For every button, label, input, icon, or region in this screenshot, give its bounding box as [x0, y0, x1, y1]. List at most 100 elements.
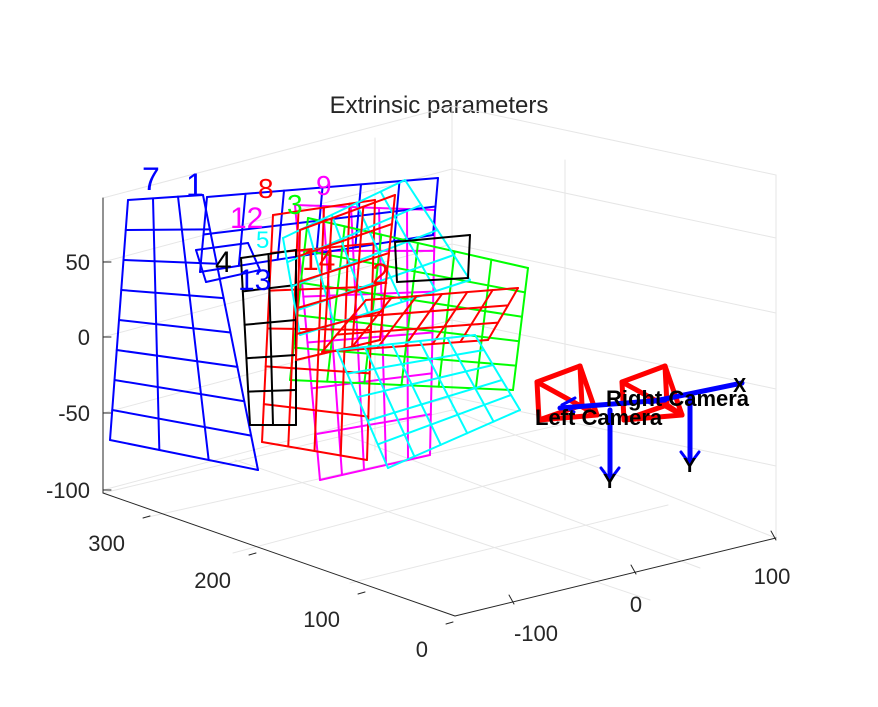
right-camera-x-axis — [647, 380, 745, 405]
left-camera-x-arrow — [560, 403, 576, 414]
board-line — [366, 199, 376, 461]
board-line — [348, 297, 393, 351]
board-line — [336, 334, 476, 351]
board-line — [177, 195, 210, 461]
board-line — [295, 229, 301, 361]
chart-title: Extrinsic parameters — [329, 92, 549, 119]
board-line — [195, 242, 249, 251]
board-line — [363, 233, 383, 385]
board-label-8: 8 — [258, 173, 274, 204]
board-label-7: 7 — [142, 161, 160, 197]
board-line — [237, 192, 247, 267]
board-line — [195, 249, 207, 283]
board-line — [330, 213, 369, 314]
board-label-9: 9 — [316, 170, 332, 201]
board-line — [205, 269, 261, 283]
horizontal-tick-label: 100 — [754, 564, 791, 589]
board-line — [387, 409, 521, 469]
camera-frustum-edge — [534, 379, 542, 423]
grid-line — [451, 105, 777, 176]
right-camera-y-arrow — [688, 450, 701, 466]
board-13 — [195, 242, 261, 283]
board-label-2: 2 — [372, 258, 389, 291]
board-line — [431, 291, 469, 345]
board-line — [355, 202, 403, 303]
horizontal-tick — [508, 594, 515, 605]
horizontal-tick-label: 0 — [630, 592, 642, 617]
horizontal-tick — [770, 530, 777, 541]
board-line — [351, 205, 365, 348]
board-label-13: 13 — [238, 264, 271, 297]
board-7 — [109, 194, 259, 471]
grid-line — [102, 105, 453, 199]
left-camera-x-arrow — [560, 396, 577, 407]
board-line — [404, 293, 443, 347]
board-line — [120, 289, 225, 300]
grid-line — [102, 409, 453, 494]
board-line — [467, 234, 471, 279]
board-line — [404, 179, 471, 281]
board-line — [356, 364, 494, 399]
camera-axes — [557, 380, 745, 482]
board-line — [400, 242, 419, 386]
board-line — [113, 379, 246, 403]
grid-line — [339, 432, 701, 569]
board-line — [127, 194, 204, 201]
board-line — [152, 197, 161, 451]
board-label-12: 12 — [230, 202, 263, 235]
board-label-5: 5 — [256, 227, 269, 254]
board-line — [202, 194, 259, 471]
board-2 — [321, 287, 519, 353]
board-4-front — [394, 234, 471, 283]
axis-letter-y-left: Y — [603, 471, 617, 493]
left-camera-y-arrow — [599, 466, 612, 482]
board-line — [118, 319, 232, 334]
board-line — [336, 349, 389, 469]
board-label-4: 4 — [215, 246, 232, 279]
board-line — [267, 253, 274, 426]
board-line — [437, 250, 456, 388]
board-line — [350, 206, 365, 471]
vertical-tick-label: 50 — [66, 250, 90, 275]
left-camera-label: Left Camera — [535, 405, 663, 430]
horizontal-axis-line — [454, 537, 777, 617]
camera-frustum-edge — [662, 363, 685, 418]
board-line — [418, 340, 469, 435]
board-line — [323, 217, 333, 355]
left-camera-x-axis — [557, 397, 668, 411]
board-line — [512, 267, 529, 391]
grid-line — [451, 319, 777, 390]
depth-tick — [248, 552, 257, 556]
board-line — [396, 277, 469, 283]
depth-tick-label: 300 — [88, 531, 125, 556]
board-line — [321, 299, 367, 353]
board-line — [299, 194, 396, 231]
grid-line — [451, 168, 777, 239]
depth-axis-line — [102, 492, 456, 617]
board-label-3: 3 — [287, 189, 303, 220]
axis-letter-y-right: Y — [683, 455, 697, 477]
vertical-tick-label: 0 — [78, 325, 90, 350]
board-line — [346, 349, 485, 375]
board-line — [376, 394, 512, 446]
board-line — [295, 310, 384, 335]
axes: 50 0 -50 -100 300 200 100 0 100 0 -100 — [46, 197, 791, 662]
board-line — [429, 209, 436, 456]
left-camera-y-arrow — [608, 466, 621, 482]
board-line — [446, 337, 495, 423]
board-label-1: 1 — [186, 167, 204, 203]
depth-tick-label: 0 — [416, 637, 428, 662]
camera-frustum-edge — [621, 412, 685, 423]
depth-tick — [142, 515, 151, 519]
board-label-14: 14 — [302, 244, 335, 277]
grid-line — [451, 396, 777, 467]
grid-lines — [102, 105, 777, 601]
board-line — [326, 225, 346, 383]
board-line — [487, 287, 519, 341]
board-line — [459, 289, 494, 343]
grid-line — [349, 504, 669, 584]
board-line — [109, 439, 259, 471]
